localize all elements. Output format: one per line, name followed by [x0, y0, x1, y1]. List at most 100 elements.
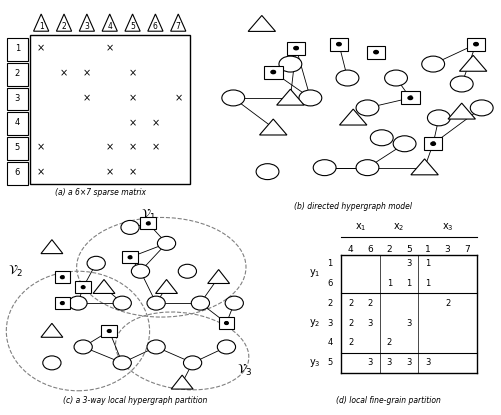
Text: y$_1$: y$_1$ — [309, 267, 321, 279]
Text: 3: 3 — [425, 359, 431, 367]
Circle shape — [427, 110, 450, 126]
Text: 3: 3 — [367, 359, 373, 367]
Text: y$_3$: y$_3$ — [309, 357, 321, 369]
Circle shape — [147, 296, 165, 310]
Circle shape — [450, 76, 473, 92]
Text: 2: 2 — [60, 275, 64, 280]
FancyBboxPatch shape — [367, 46, 385, 59]
FancyBboxPatch shape — [122, 251, 138, 263]
Text: ×: × — [151, 143, 159, 153]
Text: ×: × — [106, 168, 114, 178]
Text: 4: 4 — [348, 245, 353, 254]
Circle shape — [393, 136, 416, 152]
Text: (d) local fine-grain partition: (d) local fine-grain partition — [336, 396, 441, 405]
Text: ×: × — [174, 93, 182, 103]
FancyBboxPatch shape — [55, 297, 70, 309]
Text: 2: 2 — [367, 299, 373, 308]
Circle shape — [222, 90, 244, 106]
Circle shape — [131, 264, 150, 278]
FancyBboxPatch shape — [330, 38, 348, 51]
Polygon shape — [411, 159, 438, 175]
Text: 2: 2 — [294, 46, 298, 51]
Polygon shape — [156, 280, 177, 293]
Text: (a) a 6×7 sparse matrix: (a) a 6×7 sparse matrix — [55, 188, 146, 197]
Text: 3: 3 — [406, 359, 411, 367]
Text: $\mathcal{V}_3$: $\mathcal{V}_3$ — [237, 363, 252, 378]
Circle shape — [146, 222, 150, 225]
Text: 7: 7 — [464, 245, 470, 254]
Text: 5: 5 — [130, 22, 135, 31]
Text: 6: 6 — [328, 279, 333, 288]
Text: 2: 2 — [60, 300, 64, 305]
Circle shape — [279, 56, 302, 72]
Circle shape — [69, 296, 87, 310]
Circle shape — [294, 46, 299, 50]
Text: ×: × — [128, 68, 137, 78]
Circle shape — [431, 142, 435, 145]
Circle shape — [217, 340, 235, 354]
Text: 2: 2 — [348, 339, 353, 347]
Polygon shape — [260, 119, 287, 135]
FancyBboxPatch shape — [218, 317, 234, 329]
Polygon shape — [41, 240, 63, 254]
Circle shape — [356, 160, 379, 176]
Text: ×: × — [106, 143, 114, 153]
Text: ×: × — [128, 118, 137, 128]
Circle shape — [74, 340, 92, 354]
Bar — [30, 35, 190, 184]
Text: (b) directed hypergraph model: (b) directed hypergraph model — [294, 203, 412, 212]
Text: x$_2$: x$_2$ — [393, 222, 405, 233]
Text: ×: × — [128, 143, 137, 153]
Circle shape — [474, 43, 478, 46]
Text: 3: 3 — [107, 329, 111, 334]
FancyBboxPatch shape — [140, 217, 156, 229]
Circle shape — [224, 322, 228, 325]
FancyBboxPatch shape — [101, 325, 117, 337]
Polygon shape — [448, 103, 475, 119]
Text: 6: 6 — [146, 221, 150, 226]
Text: 1: 1 — [128, 255, 132, 260]
Circle shape — [113, 356, 131, 370]
Text: 3: 3 — [85, 22, 89, 31]
Text: 1: 1 — [425, 279, 431, 288]
Polygon shape — [459, 55, 487, 71]
FancyBboxPatch shape — [401, 91, 420, 105]
FancyBboxPatch shape — [264, 66, 283, 78]
Text: 5: 5 — [431, 141, 435, 146]
Text: 4: 4 — [81, 285, 85, 290]
Circle shape — [191, 296, 209, 310]
Text: 5: 5 — [406, 245, 412, 254]
Text: 3: 3 — [445, 245, 450, 254]
Text: 6: 6 — [408, 95, 412, 100]
Text: 5: 5 — [224, 320, 228, 325]
Text: 3: 3 — [367, 319, 373, 327]
Text: ×: × — [83, 68, 91, 78]
Text: y$_2$: y$_2$ — [309, 317, 321, 329]
Text: ×: × — [60, 68, 68, 78]
Text: 6: 6 — [153, 22, 158, 31]
Text: 2: 2 — [387, 245, 392, 254]
Text: x$_3$: x$_3$ — [442, 222, 453, 233]
Circle shape — [61, 302, 64, 305]
FancyBboxPatch shape — [75, 281, 91, 293]
Polygon shape — [93, 280, 115, 293]
Circle shape — [336, 70, 359, 86]
Text: $\mathcal{V}_2$: $\mathcal{V}_2$ — [8, 264, 23, 279]
Text: 1: 1 — [15, 44, 20, 53]
Circle shape — [81, 286, 85, 288]
Text: 5: 5 — [15, 143, 20, 152]
Circle shape — [113, 296, 131, 310]
Circle shape — [157, 237, 176, 250]
Circle shape — [356, 100, 379, 116]
Circle shape — [107, 330, 111, 332]
Text: 3: 3 — [328, 319, 333, 327]
Text: 5: 5 — [328, 359, 333, 367]
FancyBboxPatch shape — [55, 271, 70, 283]
Text: 1: 1 — [39, 22, 44, 31]
Circle shape — [337, 43, 341, 46]
Polygon shape — [171, 375, 193, 389]
Text: 1: 1 — [425, 245, 431, 254]
Text: ×: × — [128, 168, 137, 178]
Circle shape — [271, 71, 276, 73]
Circle shape — [370, 130, 393, 146]
